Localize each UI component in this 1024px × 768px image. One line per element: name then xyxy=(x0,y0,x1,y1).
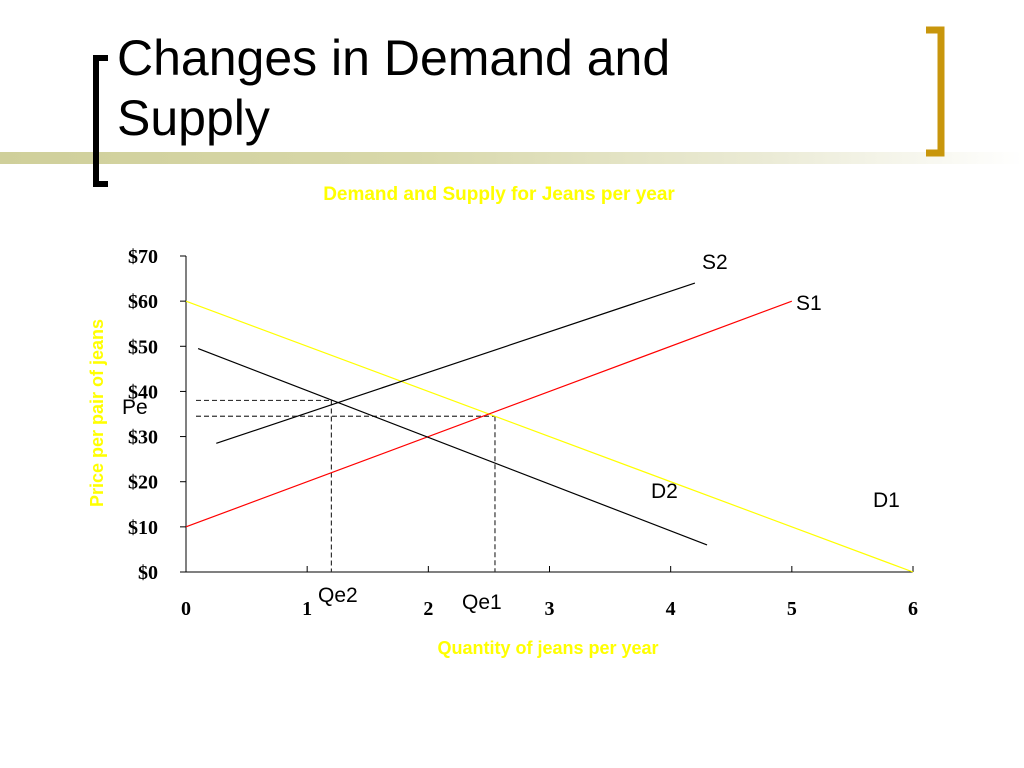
y-tick-label: $10 xyxy=(128,517,158,539)
x-tick-label: 2 xyxy=(423,598,433,620)
pe-label: Pe xyxy=(122,396,148,419)
y-tick-label: $30 xyxy=(128,427,158,449)
x-tick-label: 4 xyxy=(666,598,676,620)
chart-title: Demand and Supply for Jeans per year xyxy=(323,184,675,205)
curve-s2 xyxy=(216,282,696,444)
curve-d1 xyxy=(185,300,914,573)
y-tick-label: $60 xyxy=(128,291,158,313)
equilibrium-guides xyxy=(196,399,496,572)
d2-label: D2 xyxy=(651,480,678,503)
bracket-decorations xyxy=(93,26,945,187)
d1-label: D1 xyxy=(873,489,900,512)
curves xyxy=(185,282,914,573)
y-tick-label: $40 xyxy=(128,381,158,403)
y-tick-label: $0 xyxy=(138,562,158,584)
x-tick-label: 1 xyxy=(302,598,312,620)
right-bracket-icon xyxy=(926,26,945,157)
left-bracket-icon xyxy=(93,55,108,187)
title-band xyxy=(0,152,1024,164)
curve-labels: Pe Qe2 Qe1 S2 S1 D2 D1 xyxy=(122,251,900,614)
axes: $0 $10 $20 $30 $40 $50 $60 $70 0 1 2 3 4 5 6 xyxy=(128,246,918,620)
x-tick-label: 3 xyxy=(545,598,555,620)
x-axis-label: Quantity of jeans per year xyxy=(437,638,658,658)
x-tick-label: 6 xyxy=(908,598,918,620)
x-tick-label: 5 xyxy=(787,598,797,620)
curve-s1 xyxy=(185,300,793,528)
qe2-label: Qe2 xyxy=(318,584,358,607)
x-tick-label: 0 xyxy=(181,598,191,620)
y-tick-label: $70 xyxy=(128,246,158,268)
s2-label: S2 xyxy=(702,251,728,274)
qe1-label: Qe1 xyxy=(462,591,502,614)
y-axis-label: Price per pair of jeans xyxy=(87,319,107,507)
s1-label: S1 xyxy=(796,292,822,315)
slide-title: Changes in Demand and Supply xyxy=(117,30,671,146)
y-tick-label: $50 xyxy=(128,336,158,358)
y-tick-label: $20 xyxy=(128,472,158,494)
curve-d2 xyxy=(197,347,708,546)
